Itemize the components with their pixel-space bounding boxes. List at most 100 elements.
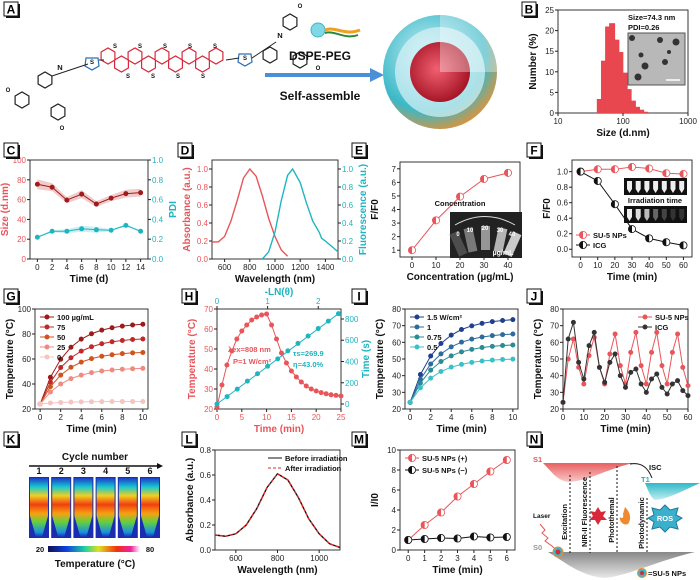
colorbar-max: 80 [146,545,154,554]
photothermal-label: Photothemal [607,497,616,542]
x-tick-label: 6 [505,554,510,563]
panel-label: N [530,433,539,447]
data-point [414,344,420,350]
data-point [479,334,485,340]
chart-L: 600 800 1000 0.0 0.2 0.4 0.6 0.8 Wavelength (nm)… [185,446,348,576]
y-tick-label: 70 [204,305,213,314]
x-tick-label: 10 [262,413,271,422]
bar [605,26,612,114]
y2-tick-label: 0.2 [152,235,164,244]
oxygen-atom: O [6,88,11,94]
bar [617,52,624,113]
y2-tick-label: 800 [345,315,359,324]
inset-unit-label: µg/mL [493,250,514,257]
data-point [78,359,84,365]
sample-tube [503,231,522,257]
sample-tube [670,181,676,193]
y2-tick-label: 1.0 [152,156,164,165]
x-axis-title: Concentration (µg/mL) [407,272,514,283]
thermal-tube-image [52,478,71,537]
data-point [407,399,413,405]
data-point [469,346,475,352]
x-tick-label: 1 [422,554,427,563]
nitrogen-atom: N [57,63,62,72]
data-point [47,379,53,385]
y2-tick-label: 0.0 [342,255,354,264]
data-point [283,360,289,366]
y-tick-label: 0.4 [197,219,209,228]
panel-label-box [3,288,19,304]
y-tick-label: 60 [550,338,559,347]
data-point [99,341,105,347]
sample-tube [670,209,676,221]
y2-tick-label: 0.8 [342,183,354,192]
x-tick-label: 40 [504,261,513,270]
sample-tube [644,181,650,193]
data-point [448,353,454,359]
y2-axis-title: Time (s) [361,340,372,378]
data-point [68,376,74,382]
data-point [278,350,284,356]
y2-tick-label: 200 [345,379,359,388]
panel-label: D [181,144,190,158]
y-tick-label: 0.6 [197,201,209,210]
data-point-fill [594,177,598,185]
data-point [123,222,129,228]
data-point [78,348,84,354]
x-tick-label: 25 [337,413,346,422]
bar [633,106,640,113]
data-point [428,361,434,367]
t1-label: T1 [641,475,650,484]
x-axis-title: Wavelength (nm) [235,274,315,285]
data-point [417,380,423,386]
nanoparticle-illustration [383,15,497,129]
data-point [308,386,314,392]
data-point-fill [404,536,409,544]
data-point [318,390,324,396]
y2-tick-label: 600 [345,336,359,345]
y-tick-label: 100 [13,156,27,165]
y2-axis-title: Fluorescence (a.u.) [358,164,369,255]
nanoparticle-dot [638,52,644,58]
data-point [64,197,70,203]
data-point-fill [594,165,598,173]
x-tick-label: 0 [578,261,583,270]
data-point [89,370,95,376]
data-point-fill [421,521,425,529]
sample-tube [449,231,468,257]
data-point-fill [486,467,491,476]
x-tick-label: 8 [490,413,495,422]
data-point [47,400,53,406]
bar [600,60,607,113]
y-tick-label: 0.6 [557,199,569,208]
y-axis-title: Temperature (°C) [5,319,16,400]
ring [195,55,210,73]
y-tick-label: 0.4 [200,496,212,505]
y2-tick-label: 400 [345,357,359,366]
t1-level [645,483,700,500]
y-tick-label: 0 [392,546,397,555]
data-point [414,324,420,330]
y2-tick-label: 0.4 [342,219,354,228]
laser-label: Laser [533,513,551,520]
legend-label: 0.5 [427,343,437,352]
data-point [140,365,146,371]
heatmap-k: Cycle number 20 80 Temperature (°C) 1 2 3 4… [29,452,163,570]
panel-label: E [355,144,363,158]
y-tick-label: 30 [392,388,401,397]
data-point [58,381,64,387]
legend-label: =SU-5 NPs [648,569,686,578]
ring [181,47,197,65]
colorbar-min: 20 [36,545,44,554]
data-point [293,374,299,380]
data-point [249,317,255,323]
nanoparticle-dot [667,50,671,54]
sulfur-atom: S [163,44,167,50]
chart-D: 600 800 1000 1200 1400 0.0 0.2 0.4 0.6 0.8 1.0 0.0 0… [182,159,369,285]
cycle-label: 3 [81,466,86,476]
y-tick-label: 60 [392,338,401,347]
data-point [643,389,649,395]
legend-label: 50 [57,333,65,342]
legend-label: ICG [655,323,669,332]
